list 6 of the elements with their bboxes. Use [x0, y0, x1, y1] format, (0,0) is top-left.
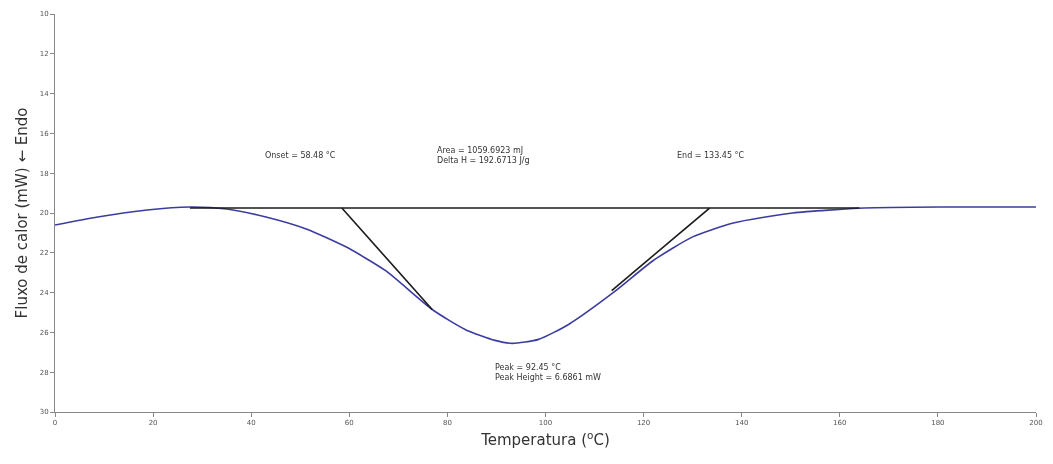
y-axis-title: Fluxo de calor (mW) ← Endo: [12, 107, 31, 319]
annotation: Area = 1059.6923 mJ Delta H = 192.6713 J/g: [437, 146, 530, 166]
annotation: Onset = 58.48 °C: [265, 151, 336, 160]
annotation: End = 133.45 °C: [677, 151, 745, 160]
annotation: Peak = 92.45 °C Peak Height = 6.6861 mW: [495, 363, 602, 383]
x-axis-title: Temperatura ($^{o}$C): [480, 429, 610, 450]
